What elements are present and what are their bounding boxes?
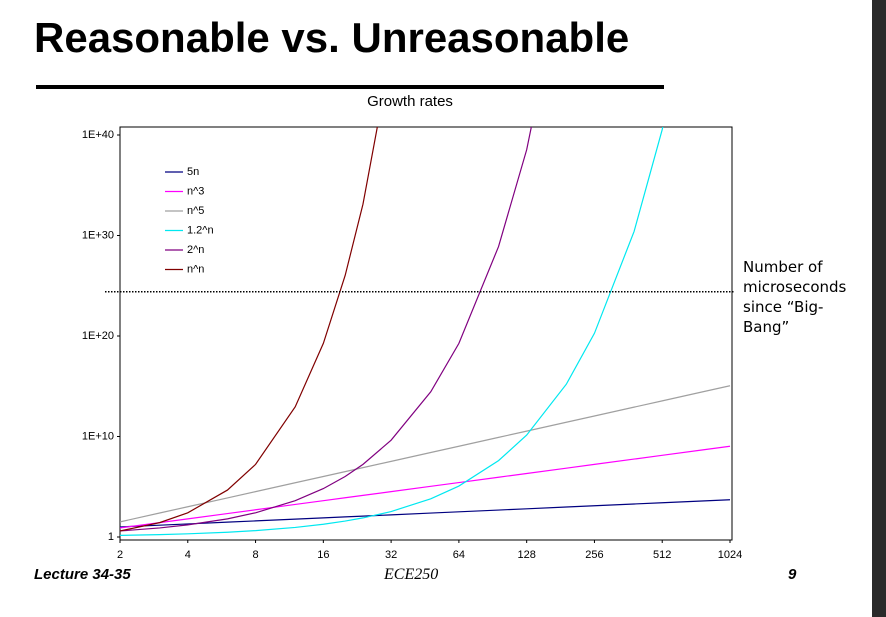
window-edge	[872, 0, 886, 617]
series-line	[120, 127, 664, 537]
footer-left: Lecture 34-35	[34, 566, 131, 583]
footer-center: ECE250	[384, 566, 439, 583]
series-line	[120, 385, 731, 523]
y-tick-label: 1E+40	[82, 129, 114, 141]
legend-label: n^5	[187, 205, 204, 217]
page-number: 9	[788, 566, 797, 583]
series-line	[120, 445, 731, 529]
reference-label: Number of microseconds since “Big-Bang”	[743, 258, 847, 336]
series-line	[120, 127, 378, 532]
x-tick-label: 128	[517, 549, 535, 561]
legend-label: 2^n	[187, 244, 204, 256]
x-tick-label: 1024	[718, 549, 742, 561]
title-rule	[36, 85, 664, 89]
series-line	[120, 127, 532, 532]
x-tick-label: 2	[117, 549, 123, 561]
x-tick-label: 512	[653, 549, 671, 561]
series-line	[120, 499, 731, 528]
y-tick-label: 1	[108, 531, 114, 543]
legend-label: 5n	[187, 166, 199, 178]
plot-lines	[120, 127, 731, 537]
legend-label: n^3	[187, 185, 204, 197]
legend-label: n^n	[187, 263, 204, 275]
chart-title: Growth rates	[367, 93, 453, 110]
slide-title: Reasonable vs. Unreasonable	[34, 14, 630, 61]
x-tick-label: 32	[385, 549, 397, 561]
x-tick-label: 16	[317, 549, 329, 561]
y-tick-label: 1E+20	[82, 330, 114, 342]
x-tick-label: 256	[585, 549, 603, 561]
x-tick-label: 64	[453, 549, 465, 561]
plot-area	[119, 126, 733, 541]
y-tick-label: 1E+10	[82, 430, 114, 442]
x-tick-label: 8	[252, 549, 258, 561]
legend-label: 1.2^n	[187, 224, 214, 236]
y-tick-label: 1E+30	[82, 229, 114, 241]
x-tick-label: 4	[185, 549, 191, 561]
